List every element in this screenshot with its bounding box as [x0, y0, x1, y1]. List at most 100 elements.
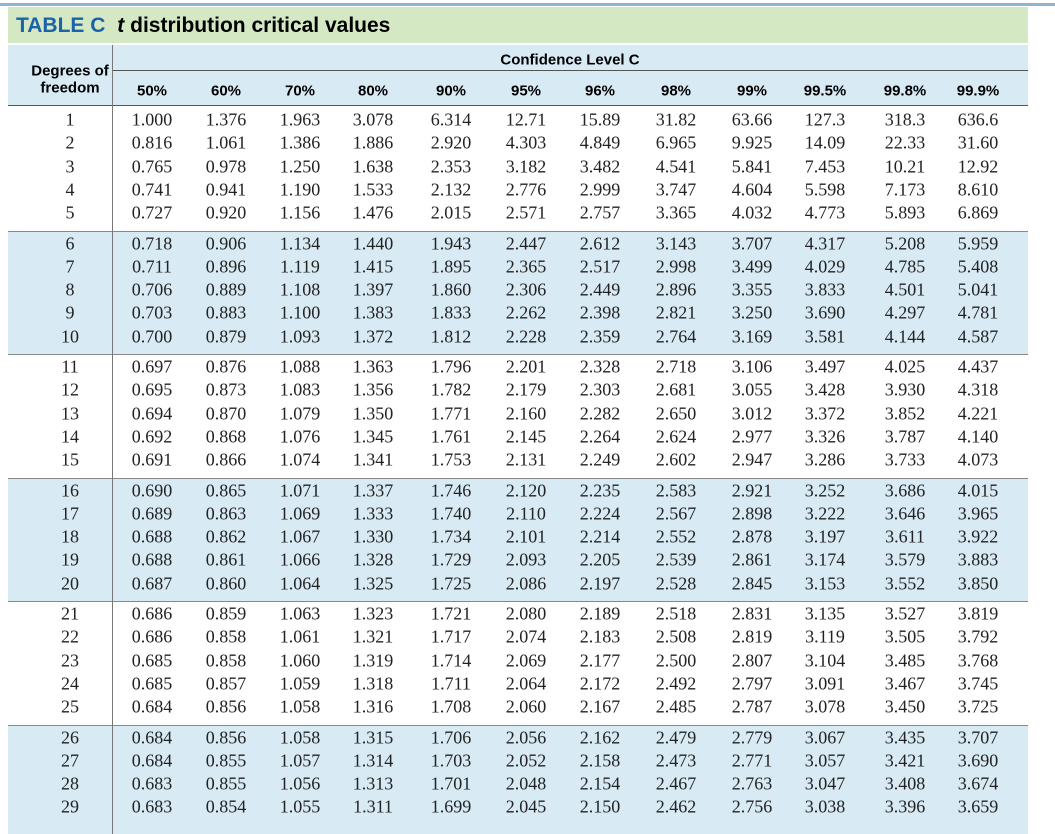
critical-value: 2.131: [505, 449, 547, 470]
degrees-of-freedom: 16: [61, 480, 79, 500]
critical-value: 1.064: [279, 573, 321, 594]
critical-value: 2.977: [731, 426, 773, 447]
group-rule: [8, 601, 1028, 602]
critical-value: 2.228: [505, 326, 547, 347]
critical-value: 0.688: [131, 526, 173, 547]
degrees-of-freedom: 25: [61, 696, 79, 717]
critical-value: 2.898: [731, 503, 773, 524]
title-variable: t: [117, 14, 125, 37]
critical-value: 3.355: [731, 279, 773, 300]
critical-value: 4.587: [957, 326, 999, 347]
critical-value: 3.222: [804, 503, 846, 524]
critical-value: 1.895: [430, 256, 472, 277]
critical-value: 3.078: [804, 696, 846, 717]
critical-value: 3.747: [655, 179, 697, 200]
critical-value: 1.476: [352, 202, 394, 223]
critical-value: 3.686: [884, 480, 926, 500]
critical-value: 0.686: [131, 603, 173, 624]
critical-value: 22.33: [884, 132, 926, 153]
critical-value: 3.428: [804, 379, 846, 400]
critical-value: 3.725: [957, 696, 999, 717]
degrees-of-freedom: 6: [65, 233, 75, 253]
critical-value: 2.518: [655, 603, 697, 624]
critical-value: 2.069: [505, 650, 547, 671]
critical-value: 0.686: [131, 626, 173, 647]
critical-value: 2.056: [505, 727, 547, 747]
critical-value: 1.056: [279, 773, 321, 794]
critical-value: 1.397: [352, 279, 394, 300]
critical-value: 2.763: [731, 773, 773, 794]
row-group: [8, 354, 1028, 478]
critical-value: 2.080: [505, 603, 547, 624]
critical-value: 1.345: [352, 426, 394, 447]
critical-value: 2.449: [579, 279, 621, 300]
critical-value: 1.796: [430, 356, 472, 377]
critical-value: 1.071: [279, 480, 321, 500]
critical-value: 0.697: [131, 356, 173, 377]
critical-value: 1.318: [352, 673, 394, 694]
critical-value: 2.999: [579, 179, 621, 200]
critical-value: 1.376: [205, 109, 247, 130]
critical-value: 5.598: [804, 179, 846, 200]
critical-value: 2.878: [731, 526, 773, 547]
critical-value: 2.197: [579, 573, 621, 594]
critical-value: 2.074: [505, 626, 547, 647]
critical-value: 2.189: [579, 603, 621, 624]
critical-value: 2.052: [505, 750, 547, 771]
degrees-of-freedom: 15: [61, 449, 79, 470]
critical-value: 2.819: [731, 626, 773, 647]
critical-value: 1.083: [279, 379, 321, 400]
critical-value: 0.868: [205, 426, 247, 447]
critical-value: 3.396: [884, 796, 926, 817]
critical-value: 2.110: [506, 503, 546, 524]
critical-value: 1.761: [430, 426, 472, 447]
critical-value: 2.224: [579, 503, 621, 524]
critical-value: 2.160: [505, 403, 547, 424]
critical-value: 0.684: [131, 750, 173, 771]
degrees-of-freedom: 17: [61, 503, 79, 524]
critical-value: 0.862: [205, 526, 247, 547]
critical-value: 2.303: [579, 379, 621, 400]
critical-value: 1.708: [430, 696, 472, 717]
column-header: 96%: [584, 82, 616, 100]
critical-value: 1.325: [352, 573, 394, 594]
critical-value: 4.032: [731, 202, 773, 223]
degrees-of-freedom: 13: [61, 403, 79, 424]
critical-value: 0.690: [131, 480, 173, 500]
critical-value: 1.190: [279, 179, 321, 200]
row-group: [8, 477, 1028, 601]
critical-value: 2.624: [655, 426, 697, 447]
critical-value: 0.765: [131, 156, 173, 177]
critical-value: 1.372: [352, 326, 394, 347]
critical-value: 3.527: [884, 603, 926, 624]
header-rule: [8, 105, 1028, 106]
critical-value: 5.208: [884, 233, 926, 253]
critical-value: 0.866: [205, 449, 247, 470]
critical-value: 0.741: [131, 179, 173, 200]
critical-value: 2.757: [579, 202, 621, 223]
critical-value: 3.104: [804, 650, 846, 671]
critical-value: 1.063: [279, 603, 321, 624]
critical-value: 3.482: [579, 156, 621, 177]
critical-value: 0.865: [205, 480, 247, 500]
critical-value: 1.313: [352, 773, 394, 794]
degrees-of-freedom: 8: [65, 279, 75, 300]
critical-value: 3.182: [505, 156, 547, 177]
critical-value: 2.896: [655, 279, 697, 300]
critical-value: 1.088: [279, 356, 321, 377]
critical-value: 3.055: [731, 379, 773, 400]
critical-value: 0.870: [205, 403, 247, 424]
critical-value: 0.687: [131, 573, 173, 594]
group-rule: [8, 354, 1028, 355]
title-text: distribution critical values: [130, 14, 391, 37]
critical-value: 31.82: [655, 109, 697, 130]
stub-rule: [112, 45, 113, 834]
critical-value: 2.101: [505, 526, 547, 547]
critical-value: 1.386: [279, 132, 321, 153]
critical-value: 1.746: [430, 480, 472, 500]
critical-value: 1.093: [279, 326, 321, 347]
critical-value: 1.067: [279, 526, 321, 547]
critical-value: 3.745: [957, 673, 999, 694]
critical-value: 3.174: [804, 549, 846, 570]
